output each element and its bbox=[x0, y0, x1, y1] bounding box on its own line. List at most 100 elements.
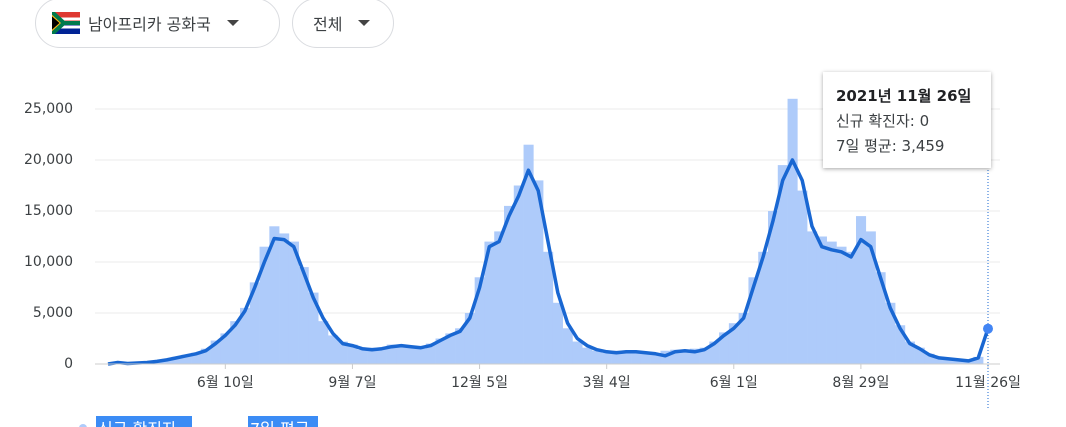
bar bbox=[543, 251, 554, 364]
bar bbox=[318, 321, 329, 364]
bar bbox=[367, 347, 378, 364]
bar bbox=[416, 348, 427, 364]
bar bbox=[220, 333, 231, 364]
bar bbox=[787, 98, 798, 365]
region-label: 남아프리카 공화국 bbox=[88, 15, 211, 34]
scope-label: 전체 bbox=[313, 15, 343, 34]
avg-line bbox=[107, 158, 990, 366]
bar bbox=[650, 354, 661, 364]
bar bbox=[445, 333, 456, 364]
legend-label: 신규 확진자 bbox=[98, 420, 177, 427]
bar bbox=[777, 165, 788, 364]
x-tick-label: 6월 1일 bbox=[710, 375, 758, 391]
bar bbox=[934, 356, 945, 364]
bar bbox=[670, 349, 681, 364]
bar bbox=[836, 246, 847, 364]
tooltip-line: 7일 평균: 3,459 bbox=[836, 137, 945, 155]
bar bbox=[308, 292, 319, 364]
bar bbox=[337, 341, 348, 364]
bar bbox=[689, 348, 700, 364]
y-tick-label: 25,000 bbox=[24, 101, 73, 117]
legend-label: 7일 평균 bbox=[250, 420, 309, 427]
bar bbox=[435, 338, 446, 364]
bar bbox=[826, 241, 837, 364]
bar bbox=[758, 251, 769, 364]
bar bbox=[914, 347, 925, 364]
bar bbox=[396, 346, 407, 364]
y-tick-label: 15,000 bbox=[24, 203, 73, 219]
x-tick-label: 8월 29일 bbox=[832, 375, 889, 391]
x-tick-label: 9월 7일 bbox=[328, 375, 376, 391]
bar bbox=[494, 231, 505, 364]
bar bbox=[259, 246, 270, 364]
bar bbox=[895, 325, 906, 364]
bar bbox=[728, 323, 739, 364]
legend-highlight bbox=[96, 416, 192, 427]
bar bbox=[631, 352, 642, 364]
bar bbox=[621, 351, 632, 364]
bar bbox=[523, 144, 534, 364]
bar bbox=[171, 356, 182, 364]
bar bbox=[719, 332, 730, 364]
hover-point bbox=[983, 323, 993, 334]
bar bbox=[592, 350, 603, 364]
bar bbox=[924, 353, 935, 364]
bar bbox=[455, 328, 466, 364]
y-tick-label: 0 bbox=[64, 356, 73, 372]
bar bbox=[846, 251, 857, 364]
bar bbox=[328, 335, 339, 364]
y-tick-label: 5,000 bbox=[33, 305, 73, 321]
bar bbox=[973, 356, 984, 364]
bar bbox=[807, 231, 818, 364]
bar bbox=[611, 350, 622, 364]
bar bbox=[582, 347, 593, 364]
bar bbox=[279, 233, 290, 364]
bar bbox=[953, 359, 964, 364]
bar bbox=[572, 341, 583, 364]
bar bbox=[944, 358, 955, 364]
bar bbox=[816, 236, 827, 364]
bar bbox=[768, 211, 779, 364]
bar bbox=[533, 180, 544, 364]
bar bbox=[484, 241, 495, 364]
scope-dropdown[interactable]: 전체 bbox=[292, 0, 394, 48]
bar bbox=[376, 348, 387, 364]
bar bbox=[709, 341, 720, 364]
bar bbox=[904, 341, 915, 364]
tooltip-line: 신규 확진자: 0 bbox=[836, 112, 930, 130]
bar bbox=[210, 340, 221, 364]
bar bbox=[230, 321, 241, 364]
bar bbox=[191, 352, 202, 364]
bar bbox=[269, 226, 280, 364]
bar bbox=[200, 348, 211, 364]
bar bbox=[347, 344, 358, 364]
tooltip-title: 2021년 11월 26일 bbox=[836, 87, 972, 105]
bar bbox=[513, 185, 524, 364]
bar bbox=[181, 354, 192, 364]
bar bbox=[562, 328, 573, 364]
bar bbox=[425, 343, 436, 364]
region-dropdown[interactable]: 남아프리카 공화국 bbox=[35, 0, 280, 48]
bar bbox=[357, 349, 368, 364]
bar bbox=[699, 347, 710, 364]
bar bbox=[504, 205, 515, 364]
tooltip: 2021년 11월 26일 신규 확진자: 0 7일 평균: 3,459 bbox=[823, 72, 991, 168]
x-tick-label: 6월 10일 bbox=[197, 375, 254, 391]
x-tick-label: 12월 5일 bbox=[451, 375, 508, 391]
y-tick-label: 20,000 bbox=[24, 152, 73, 168]
bar bbox=[406, 345, 417, 364]
bar bbox=[464, 313, 475, 364]
bar bbox=[474, 277, 485, 364]
bar bbox=[865, 231, 876, 364]
legend-marker bbox=[79, 424, 87, 427]
bar bbox=[738, 313, 749, 364]
x-tick-label: 3월 4일 bbox=[583, 375, 631, 391]
bar bbox=[856, 216, 867, 364]
bar bbox=[640, 353, 651, 364]
bar bbox=[240, 307, 251, 364]
legend-highlight bbox=[248, 416, 318, 427]
bar bbox=[797, 190, 808, 364]
bar bbox=[680, 350, 691, 364]
bar bbox=[748, 277, 759, 364]
